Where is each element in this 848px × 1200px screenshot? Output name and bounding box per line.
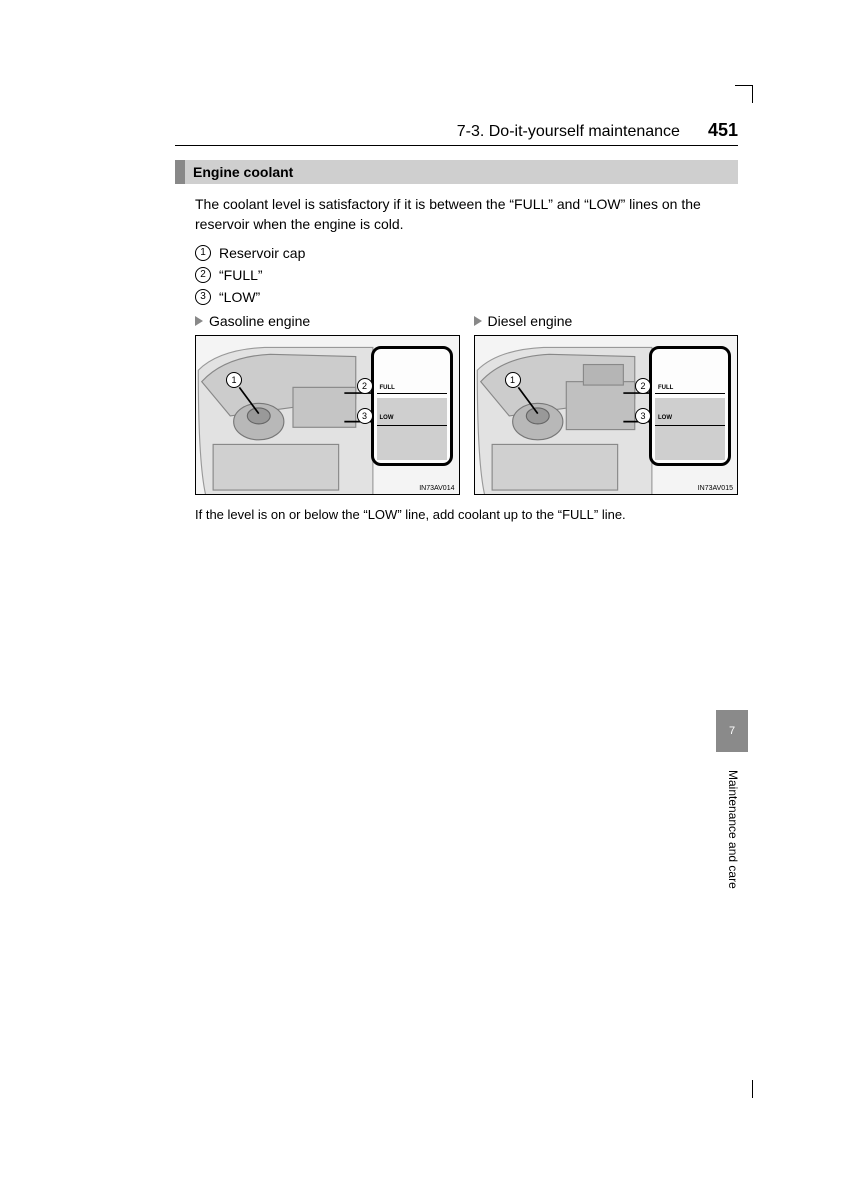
bubble-1: 1 (226, 372, 242, 388)
reservoir-inset: FULL LOW (371, 346, 453, 466)
fluid-level (655, 398, 725, 460)
diagram-gasoline: Gasoline engine F (195, 313, 460, 495)
callout-number: 3 (195, 289, 211, 305)
bubble-2: 2 (635, 378, 651, 394)
footer-instruction: If the level is on or below the “LOW” li… (195, 507, 738, 522)
full-line (655, 393, 725, 394)
chapter-label: Maintenance and care (726, 770, 740, 889)
full-mark: FULL (380, 385, 395, 391)
triangle-icon (474, 316, 482, 326)
bubble-1: 1 (505, 372, 521, 388)
crop-mark-tr (735, 85, 753, 103)
triangle-icon (195, 316, 203, 326)
fluid-level (377, 398, 447, 460)
chapter-tab: 7 (716, 710, 748, 752)
callout-item: 1 Reservoir cap (195, 245, 738, 261)
page-content: 7-3. Do-it-yourself maintenance 451 Engi… (0, 0, 848, 522)
diagram-title: Gasoline engine (209, 313, 310, 329)
diagram-label: Gasoline engine (195, 313, 460, 329)
bubble-2: 2 (357, 378, 373, 394)
low-line (655, 425, 725, 426)
low-mark: LOW (380, 415, 394, 421)
page-header: 7-3. Do-it-yourself maintenance 451 (175, 120, 738, 146)
callout-label: “FULL” (219, 267, 263, 283)
image-code: IN73AV015 (698, 485, 733, 492)
callout-list: 1 Reservoir cap 2 “FULL” 3 “LOW” (195, 245, 738, 305)
reservoir-inset: FULL LOW (649, 346, 731, 466)
full-mark: FULL (658, 385, 673, 391)
diagram-title: Diesel engine (488, 313, 573, 329)
diagram-image: FULL LOW 1 2 3 IN73AV015 (474, 335, 739, 495)
callout-item: 3 “LOW” (195, 289, 738, 305)
diagram-diesel: Diesel engine (474, 313, 739, 495)
callout-label: Reservoir cap (219, 245, 305, 261)
callout-number: 1 (195, 245, 211, 261)
callout-label: “LOW” (219, 289, 260, 305)
callout-number: 2 (195, 267, 211, 283)
intro-paragraph: The coolant level is satisfactory if it … (195, 194, 738, 235)
low-mark: LOW (658, 415, 672, 421)
page-number: 451 (708, 120, 738, 141)
image-code: IN73AV014 (419, 485, 454, 492)
section-path: 7-3. Do-it-yourself maintenance (457, 123, 680, 141)
diagram-label: Diesel engine (474, 313, 739, 329)
diagram-row: Gasoline engine F (195, 313, 738, 495)
callout-item: 2 “FULL” (195, 267, 738, 283)
bubble-3: 3 (357, 408, 373, 424)
crop-mark-br (735, 1080, 753, 1098)
bubble-3: 3 (635, 408, 651, 424)
full-line (377, 393, 447, 394)
diagram-image: FULL LOW 1 2 3 IN73AV014 (195, 335, 460, 495)
section-header: Engine coolant (175, 160, 738, 184)
low-line (377, 425, 447, 426)
